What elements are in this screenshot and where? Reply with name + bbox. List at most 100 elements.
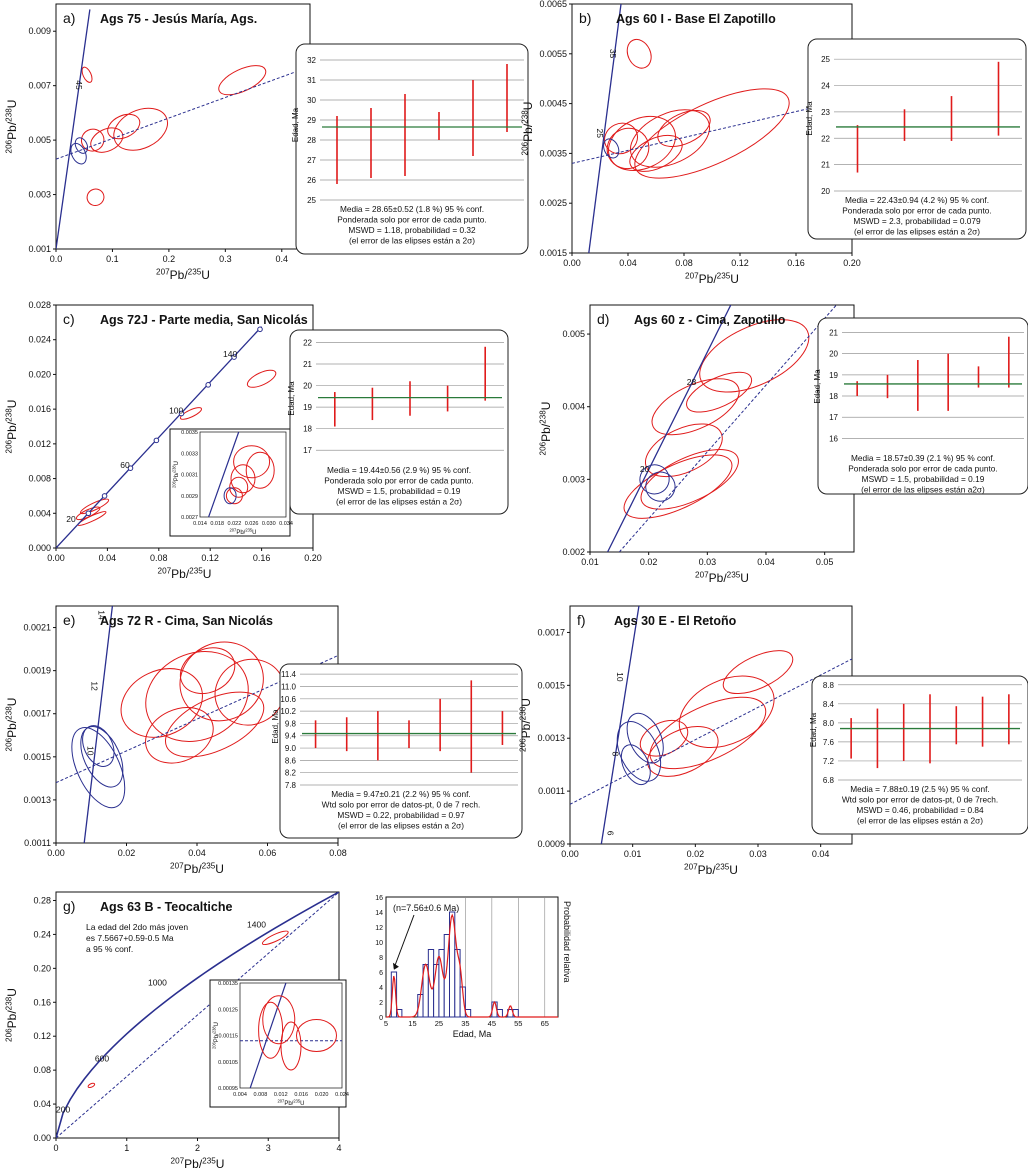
error-ellipse bbox=[651, 378, 740, 436]
x-axis-label: 207Pb/235U bbox=[171, 1156, 225, 1171]
y-tick-label: 0.0015 bbox=[23, 752, 51, 762]
zoom-x-tick-label: 0.018 bbox=[210, 521, 224, 527]
x-axis-label: 207Pb/235U bbox=[684, 862, 738, 877]
isotope-label-part: 238 bbox=[4, 108, 13, 122]
error-ellipse bbox=[640, 449, 739, 510]
inset-note-line: MSWD = 2.3, probabilidad = 0.079 bbox=[853, 216, 981, 226]
error-ellipse bbox=[70, 142, 87, 165]
histogram-y-tick-label: 8 bbox=[379, 955, 383, 962]
inset-tick-label: 8.0 bbox=[823, 719, 835, 728]
inset-tick-label: 7.6 bbox=[823, 738, 835, 747]
isotope-label-part: 235 bbox=[202, 1156, 216, 1165]
histogram-x-tick-label: 15 bbox=[408, 1019, 416, 1028]
inset-note-line: Media = 19.44±0.56 (2.9 %) 95 % conf. bbox=[327, 465, 471, 475]
histogram-bar bbox=[390, 971, 398, 1018]
concordia-age-label: 60 bbox=[120, 460, 130, 470]
isotope-label-part: 207 bbox=[158, 566, 172, 575]
isotope-label-part: Pb/ bbox=[5, 121, 19, 140]
concordia-tick-point bbox=[231, 354, 237, 360]
y-tick-label: 0.008 bbox=[28, 474, 51, 484]
inset-tick-label: 9.0 bbox=[285, 744, 297, 753]
y-tick-label: 0.0025 bbox=[539, 198, 567, 208]
weighted-mean-inset: 17 18 19 20 21 22 Edad, Ma Media = 19.44±0.56 (… bbox=[287, 329, 509, 515]
zoom-plot-frame bbox=[239, 982, 343, 1089]
inset-tick-label: 31 bbox=[307, 76, 316, 85]
inset-note-line: Wtd solo por error de datos-pt, 0 de 7re… bbox=[842, 795, 998, 805]
isotope-label-part: 238 bbox=[4, 706, 13, 720]
error-ellipse bbox=[164, 691, 265, 758]
zoom-y-tick-label: 0.0027 bbox=[181, 515, 198, 521]
concordia-age-label: 10 bbox=[86, 746, 96, 756]
inset-tick-label: 29 bbox=[307, 116, 316, 125]
panel-letter: b) bbox=[579, 10, 591, 26]
x-tick-label: 1 bbox=[124, 1143, 129, 1153]
zoom-y-tick-label: 0.00135 bbox=[218, 981, 238, 987]
histogram-x-tick-label: 65 bbox=[541, 1019, 549, 1028]
zoom-y-tick-label: 0.0031 bbox=[181, 473, 198, 479]
histogram-callout: (n=7.56±0.6 Ma) bbox=[393, 903, 459, 913]
weighted-mean-inset: 16 17 18 19 20 21 Edad, Ma Media = 18.57±0.39 (… bbox=[813, 317, 1028, 495]
zoom-x-tick-label: 0.014 bbox=[193, 521, 207, 527]
isotope-label-part: 235 bbox=[727, 570, 741, 579]
error-ellipse bbox=[608, 115, 676, 171]
error-ellipse bbox=[145, 707, 214, 764]
y-tick-label: 0.024 bbox=[28, 335, 51, 345]
panel-letter: a) bbox=[63, 10, 75, 26]
inset-tick-label: 19 bbox=[829, 371, 838, 380]
error-ellipse bbox=[79, 498, 110, 515]
age-histogram: 5 15 25 35 45 55 65 0 2 4 6 8 10 12 14 16 Edad, Ma Probab… bbox=[375, 895, 572, 1039]
inset-axis-label: Edad, Ma bbox=[809, 712, 818, 747]
error-ellipse bbox=[179, 647, 236, 695]
zoom-ellipse bbox=[262, 995, 296, 1045]
plot-area bbox=[607, 305, 837, 552]
isotope-label-part: 206 bbox=[4, 439, 13, 453]
x-tick-label: 0.1 bbox=[106, 254, 119, 264]
y-tick-label: 0.08 bbox=[33, 1065, 51, 1075]
weighted-mean-inset: 25 26 27 28 29 30 31 32 Edad, Ma Media = 28.65±0.… bbox=[291, 43, 529, 255]
panel-letter: g) bbox=[63, 898, 75, 914]
error-ellipse bbox=[623, 454, 733, 519]
error-ellipse bbox=[246, 369, 277, 388]
annotation-line: es 7.5667+0.59-0.5 Ma bbox=[86, 933, 174, 943]
plot-area bbox=[56, 326, 277, 548]
zoom-ellipse bbox=[296, 1019, 337, 1052]
inset-tick-label: 28 bbox=[307, 136, 316, 145]
x-tick-label: 0.01 bbox=[581, 557, 599, 567]
discordia-line bbox=[56, 892, 339, 1138]
isotope-label-part: 238 bbox=[172, 465, 177, 473]
y-tick-label: 0.0019 bbox=[23, 666, 51, 676]
isotope-label-part: U bbox=[252, 530, 256, 536]
error-ellipse bbox=[639, 719, 689, 757]
error-ellipse bbox=[606, 127, 650, 170]
y-tick-label: 0.004 bbox=[562, 402, 585, 412]
isotope-label-part: U bbox=[729, 863, 738, 877]
histogram-y-tick-label: 6 bbox=[379, 970, 383, 977]
inset-note-line: MSWD = 1.5, probabilidad = 0.19 bbox=[862, 474, 985, 484]
isotope-label-part: U bbox=[216, 1157, 225, 1171]
inset-tick-label: 11.0 bbox=[281, 682, 297, 691]
concordia-curve bbox=[56, 892, 339, 1138]
isotope-label-part: Pb/ bbox=[521, 123, 535, 142]
x-tick-label: 0.2 bbox=[163, 254, 176, 264]
isotope-label-part: 235 bbox=[717, 271, 731, 280]
concordia-age-label: 140 bbox=[223, 349, 237, 359]
x-tick-label: 0.03 bbox=[699, 557, 717, 567]
isotope-label-part: 238 bbox=[4, 408, 13, 422]
inset-axis-label: Edad, Ma bbox=[813, 369, 822, 404]
concordia-age-label: 10 bbox=[615, 672, 625, 682]
isotope-label-part: U bbox=[521, 102, 535, 111]
inset-tick-label: 10.2 bbox=[280, 707, 296, 716]
isotope-label-part: 206 bbox=[212, 1041, 217, 1049]
inset-axis-label: Edad, Ma bbox=[291, 107, 300, 142]
zoom-y-tick-label: 0.00105 bbox=[218, 1060, 238, 1066]
x-tick-label: 0.04 bbox=[619, 258, 637, 268]
plot-frame bbox=[589, 304, 855, 553]
inset-note-line: Ponderada solo por error de cada punto. bbox=[848, 464, 997, 474]
histogram-x-tick-label: 5 bbox=[384, 1019, 388, 1028]
isotope-label-part: U bbox=[740, 571, 749, 585]
isotope-label-part: 207 bbox=[156, 267, 170, 276]
inset-frame bbox=[817, 317, 1028, 495]
error-ellipse bbox=[657, 110, 711, 147]
inset-tick-label: 22 bbox=[303, 338, 312, 347]
